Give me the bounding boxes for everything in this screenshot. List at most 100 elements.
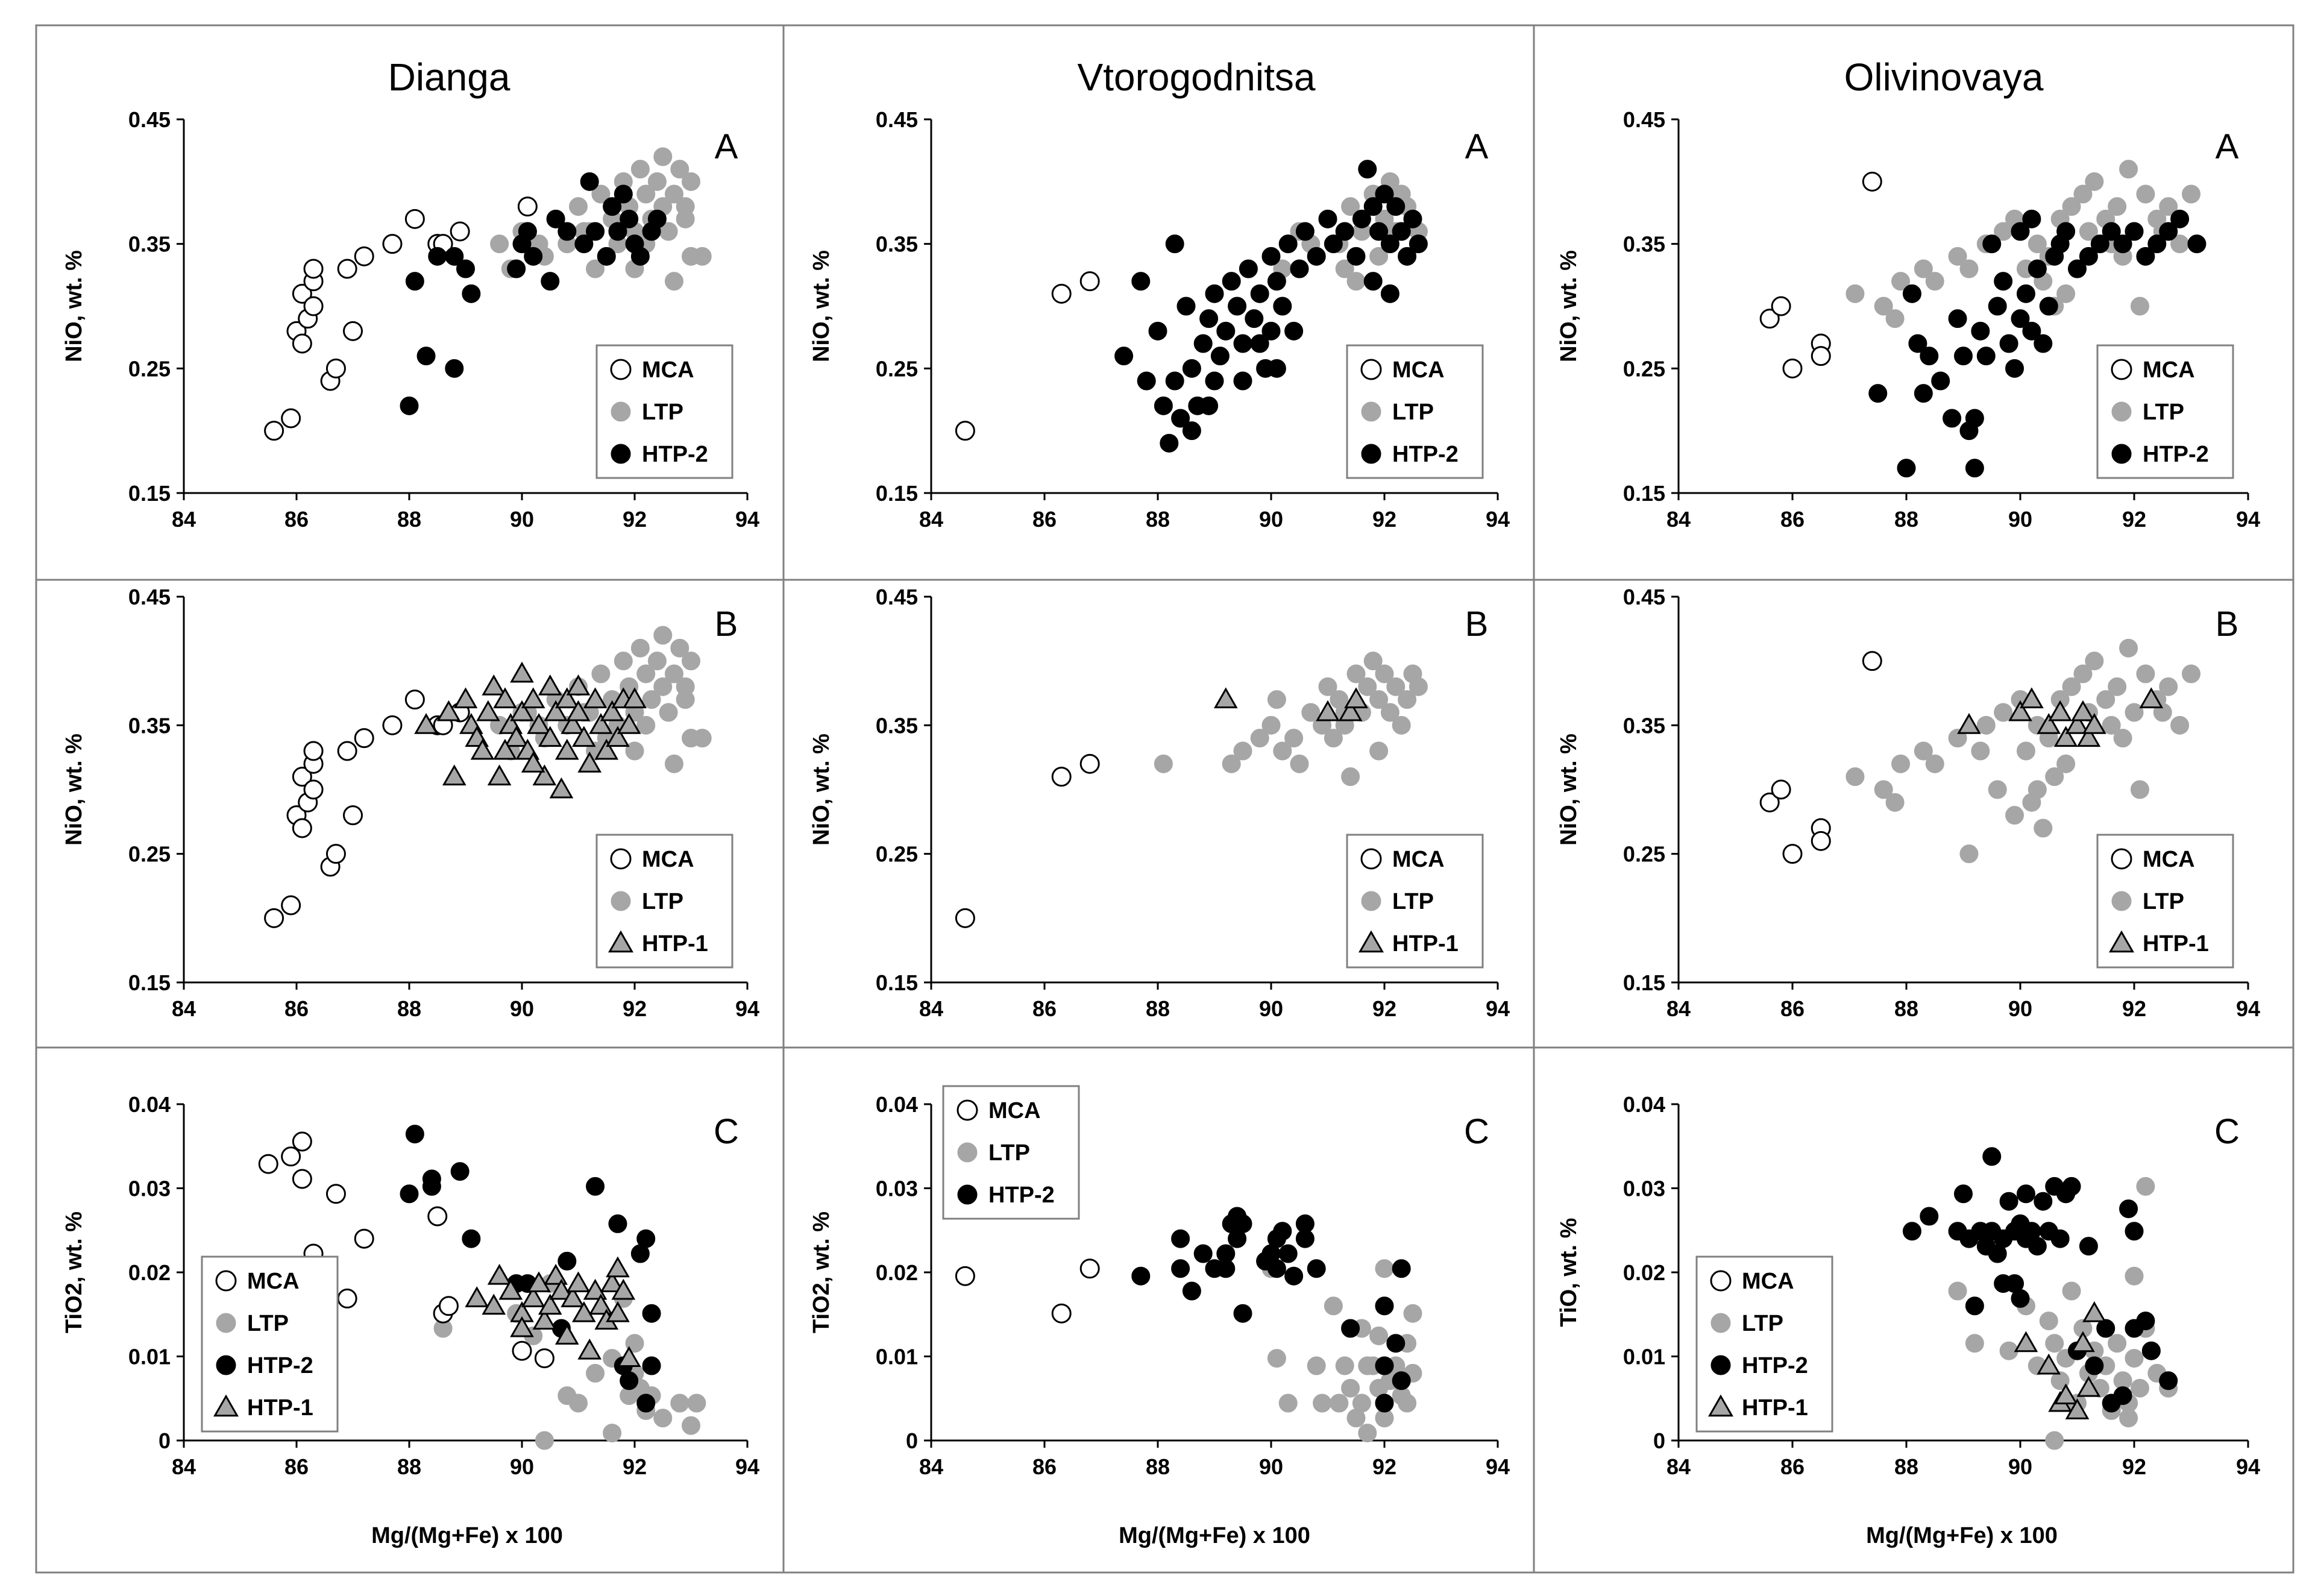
data-point-mca <box>955 421 975 441</box>
panel-letter: B <box>2216 605 2239 644</box>
data-point-htp-2 <box>1361 444 1381 464</box>
data-point-htp-2 <box>1278 234 1298 254</box>
legend-label-mca: MCA <box>247 1269 300 1294</box>
data-point-htp-2 <box>1920 347 1939 366</box>
data-point-htp-2 <box>1403 209 1422 228</box>
data-point-htp-1 <box>532 764 557 786</box>
data-point-mca <box>1710 1270 1732 1292</box>
data-point-htp-2 <box>2170 209 2190 228</box>
y-tick-label: 0.01 <box>128 1345 171 1369</box>
data-point-htp-1 <box>510 700 534 721</box>
data-point-mca <box>292 767 312 787</box>
data-point-htp-2 <box>2096 1319 2116 1338</box>
data-point-htp-2 <box>1954 1184 1973 1204</box>
data-point-htp-1 <box>2065 1398 2090 1419</box>
data-point-mca <box>955 1266 975 1286</box>
data-point-mca <box>303 296 324 316</box>
data-point-ltp <box>1335 259 1354 278</box>
x-tick-label: 90 <box>2008 507 2032 532</box>
data-point-ltp <box>2159 677 2178 696</box>
data-point-htp-1 <box>470 738 495 760</box>
data-point-htp-2 <box>1409 234 1428 254</box>
data-point-htp-2 <box>1239 259 1258 278</box>
data-point-htp-2 <box>574 234 594 254</box>
legend-label-htp-1: HTP-1 <box>1742 1395 1808 1421</box>
data-point-htp-1 <box>2020 687 2044 709</box>
data-point-ltp <box>1358 1356 1377 1375</box>
data-point-htp-2 <box>1943 409 1962 428</box>
data-point-mca <box>325 844 346 864</box>
y-tick-label: 0 <box>1653 1428 1665 1453</box>
data-point-mca <box>292 333 312 354</box>
legend-label-htp-1: HTP-1 <box>2143 931 2209 957</box>
x-tick-label: 92 <box>623 507 647 532</box>
data-point-mca <box>956 1099 978 1121</box>
data-point-htp-2 <box>518 222 537 241</box>
data-point-htp-1 <box>577 1338 602 1360</box>
data-point-htp-2 <box>1897 459 1916 478</box>
data-point-htp-2 <box>1902 1222 1921 1241</box>
data-point-ltp <box>2119 638 2138 658</box>
data-point-ltp <box>2108 197 2127 216</box>
legend-label-ltp: LTP <box>2143 889 2184 914</box>
data-point-ltp <box>2108 677 2127 696</box>
x-tick-label: 94 <box>1486 996 1510 1021</box>
data-point-htp-1 <box>538 674 562 696</box>
x-tick-label: 94 <box>735 996 759 1021</box>
data-point-htp-1 <box>1344 687 1368 709</box>
data-point-ltp <box>1845 767 1865 787</box>
data-point-htp-1 <box>487 764 512 786</box>
data-point-ltp <box>1369 741 1389 761</box>
x-tick-label: 86 <box>1780 996 1805 1021</box>
series-htp-2 <box>400 1125 661 1413</box>
data-point-ltp <box>2170 715 2190 735</box>
data-point-htp-1 <box>487 1263 512 1285</box>
data-point-htp-1 <box>493 687 517 709</box>
data-point-ltp <box>1409 677 1428 696</box>
data-point-ltp <box>603 1424 622 1443</box>
data-point-htp-2 <box>1199 309 1219 328</box>
legend-label-htp-2: HTP-2 <box>247 1353 313 1378</box>
series-htp-2 <box>1902 1147 2178 1413</box>
data-point-mca <box>354 246 374 266</box>
y-tick-label: 0.01 <box>876 1345 918 1369</box>
data-point-htp-1 <box>617 1346 641 1368</box>
data-point-mca <box>1360 848 1382 870</box>
panel-letter: B <box>715 605 738 644</box>
data-point-ltp <box>1971 741 1990 761</box>
y-tick-label: 0.15 <box>876 481 918 506</box>
y-tick-label: 0.35 <box>876 232 918 257</box>
data-point-ltp <box>664 272 683 291</box>
data-point-ltp <box>1375 664 1394 683</box>
data-point-ltp <box>2050 1371 2070 1390</box>
data-point-ltp <box>1361 891 1381 911</box>
data-point-mca <box>343 805 363 826</box>
data-point-ltp <box>1375 1259 1394 1278</box>
data-point-mca <box>1051 283 1072 304</box>
data-point-htp-1 <box>606 726 630 747</box>
data-point-htp-2 <box>2141 1341 2161 1360</box>
data-point-htp-1 <box>1316 700 1340 721</box>
data-point-mca <box>1079 753 1100 774</box>
data-point-htp-1 <box>611 1278 636 1300</box>
data-point-htp-1 <box>436 700 461 721</box>
data-point-htp-2 <box>1131 1266 1151 1286</box>
data-point-ltp <box>1346 664 1366 683</box>
column-title-vtorogodnitsa: Vtorogodnitsa <box>1078 55 1316 99</box>
data-point-htp-2 <box>1352 209 1371 228</box>
data-point-ltp <box>614 652 633 671</box>
data-point-mca <box>281 1146 301 1167</box>
data-point-ltp <box>625 1334 644 1353</box>
data-point-htp-1 <box>606 1256 630 1278</box>
x-tick-label: 88 <box>397 1454 421 1479</box>
legend: MCA LTP HTP-2 <box>942 1085 1080 1220</box>
x-tick-label: 92 <box>1372 996 1396 1021</box>
data-point-htp-2 <box>462 1229 481 1248</box>
data-point-ltp <box>1976 715 1996 735</box>
data-point-htp-1 <box>2109 930 2134 953</box>
data-point-htp-2 <box>2028 1237 2047 1256</box>
legend-label-htp-1: HTP-1 <box>1392 931 1459 957</box>
data-point-ltp <box>2028 780 2047 799</box>
data-point-htp-2 <box>1267 272 1286 291</box>
legend-label-ltp: LTP <box>988 1140 1030 1166</box>
